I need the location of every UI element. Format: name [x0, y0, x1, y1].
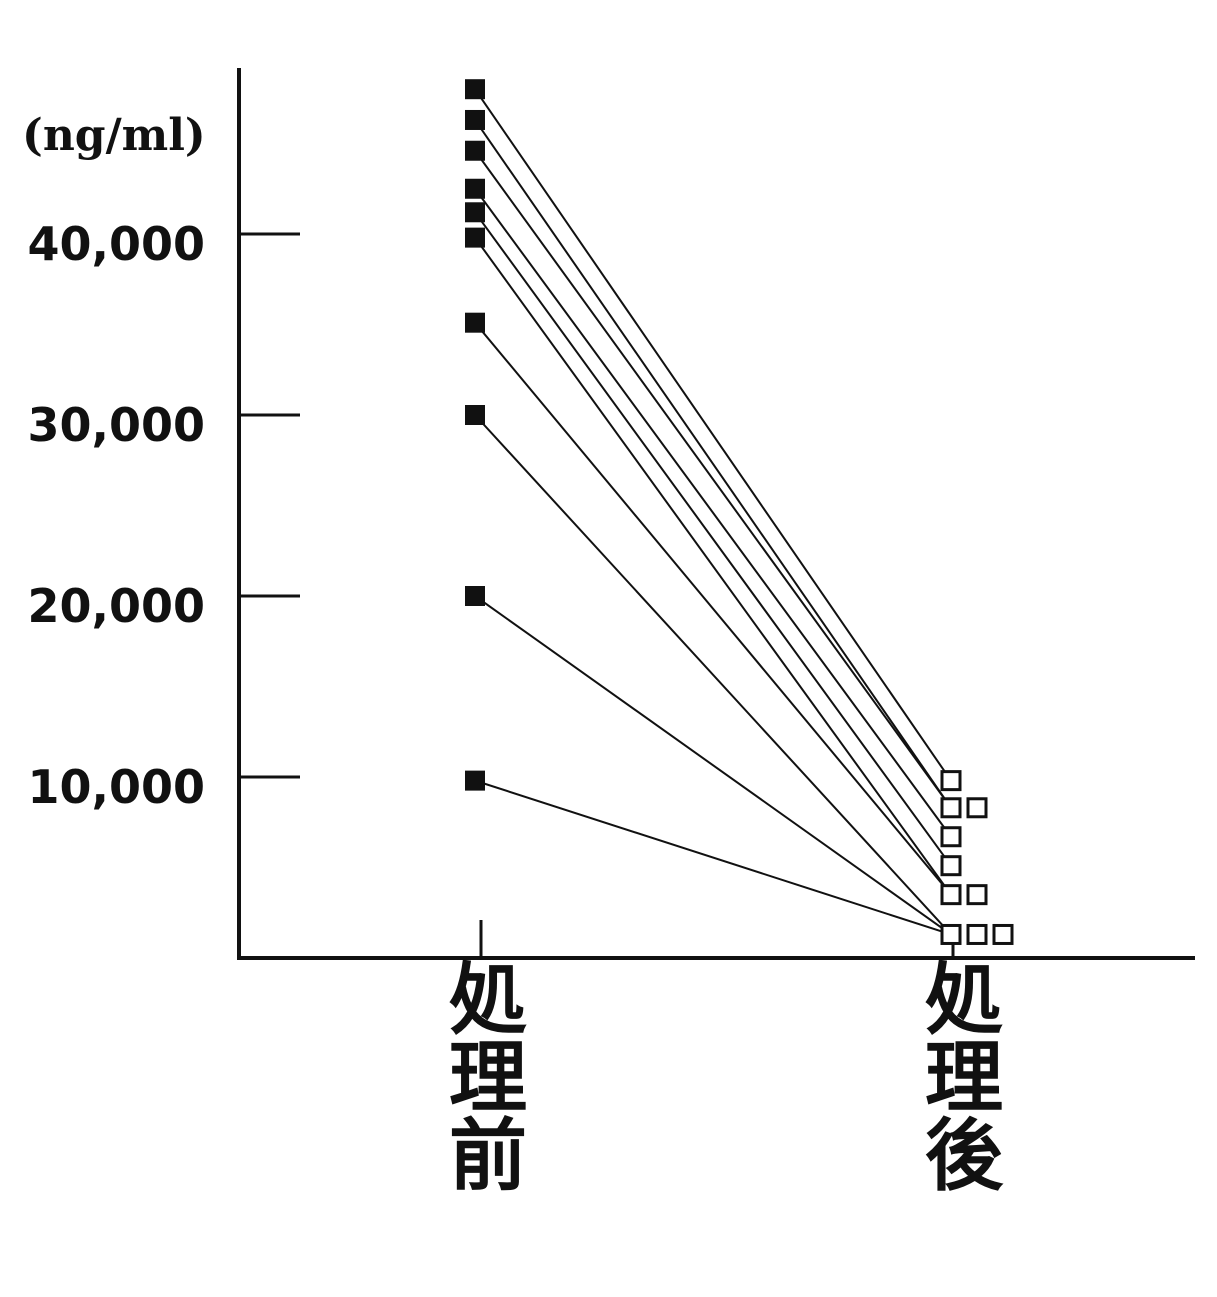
y-unit-label: (ng/ml) [22, 110, 206, 161]
point-after [940, 923, 962, 945]
point-after [992, 923, 1014, 945]
category-label-after: 処理後 [912, 958, 1003, 1192]
point-before [465, 770, 485, 791]
point-after [966, 884, 988, 906]
series-line [474, 88, 952, 782]
point-after [966, 797, 988, 819]
series-line [474, 237, 952, 896]
point-after [940, 770, 962, 792]
point-before [465, 140, 485, 161]
point-after [940, 826, 962, 848]
y-tick-label: 20,000 [27, 579, 205, 633]
point-before [465, 202, 485, 223]
y-tick-label: 40,000 [27, 217, 205, 271]
point-after [940, 797, 962, 819]
point-before [465, 178, 485, 199]
point-before [465, 312, 485, 333]
point-after [966, 923, 988, 945]
y-tick-label: 10,000 [27, 760, 205, 814]
point-before [465, 79, 485, 100]
series-line [474, 779, 952, 936]
series-line [474, 211, 952, 867]
series-line [474, 414, 952, 936]
point-before [465, 586, 485, 606]
series-line [474, 595, 952, 936]
series-line [474, 119, 952, 809]
point-before [465, 227, 485, 248]
point-after [940, 855, 962, 877]
y-tick-label: 30,000 [27, 398, 205, 452]
series-line [474, 150, 952, 809]
category-label-before: 処理前 [436, 958, 527, 1192]
series-line [474, 322, 952, 896]
point-before [465, 109, 485, 130]
series-line [474, 188, 952, 838]
point-after [940, 884, 962, 906]
point-before [465, 405, 485, 425]
